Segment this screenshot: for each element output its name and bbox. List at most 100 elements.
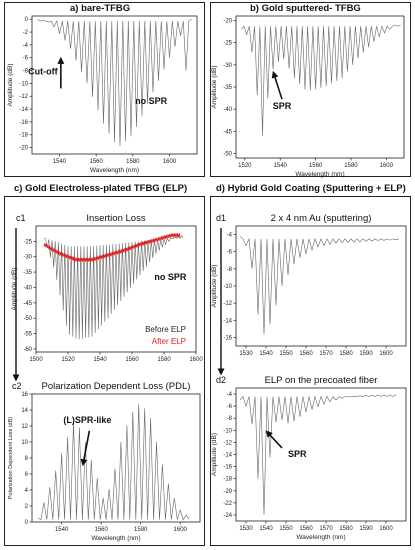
chart-d1: 1530 1540 1550 1560 1570 1580 1590 1600 -4 -6 -8 -1… xyxy=(211,213,407,357)
chart-c1: 1500 1520 1540 1560 1580 1600 -25 -30 -35 -40 -45 -… xyxy=(11,213,203,363)
series-c1-before-elp xyxy=(43,235,184,340)
panel-c-title: c) Gold Electroless-plated TFBG (ELP) xyxy=(14,183,188,194)
y-tick-label-d1-6: -16 xyxy=(223,335,232,341)
x-tick-label-d2-7: 1600 xyxy=(379,526,393,532)
y-tick-label-d2-3: -10 xyxy=(223,428,232,434)
chart-title-c1: Insertion Loss xyxy=(86,213,145,224)
chart-c2: 1540 1560 1580 1600 0 2 4 6 8 10 12 14 16 Wavelength … xyxy=(8,381,201,542)
annotation-arrow-b-0 xyxy=(271,70,283,100)
x-tick-label-d1-7: 1600 xyxy=(379,351,393,357)
y-axis-label-b: Amplitude (dB) xyxy=(211,66,218,109)
y-tick-label-c1-1: -30 xyxy=(23,255,32,261)
x-tick-label-b-2: 1560 xyxy=(309,163,323,169)
x-tick-label-d1-4: 1570 xyxy=(319,351,333,357)
chart-d2: 1530 1540 1550 1560 1570 1580 1590 1600 -4 -6 -8 -1… xyxy=(211,375,407,541)
y-tick-label-b-4: -40 xyxy=(223,107,232,113)
x-tick-label-b-1: 1540 xyxy=(274,163,288,169)
annotation-arrow-c2-0 xyxy=(80,430,91,467)
x-tick-label-d1-5: 1580 xyxy=(339,351,353,357)
y-tick-label-a-4: -8 xyxy=(23,69,29,75)
y-tick-label-a-7: -14 xyxy=(19,107,28,113)
x-axis-label-d2: Wavelength (nm) xyxy=(296,534,345,541)
y-tick-label-a-8: -16 xyxy=(19,120,28,126)
x-tick-label-c2-2: 1580 xyxy=(134,527,148,533)
annotation-arrow-d2-0 xyxy=(265,430,283,449)
series-d1-0 xyxy=(239,236,400,335)
x-tick-label-c1-3: 1560 xyxy=(125,357,139,363)
x-axis-label-b: Wavelength (nm) xyxy=(295,171,344,178)
y-tick-label-a-3: -6 xyxy=(23,56,29,62)
y-tick-label-d2-2: -8 xyxy=(227,416,233,422)
y-tick-label-b-3: -35 xyxy=(223,85,232,91)
x-tick-label-c1-5: 1600 xyxy=(189,357,203,363)
x-tick-label-c2-0: 1540 xyxy=(55,527,69,533)
y-tick-label-a-9: -18 xyxy=(19,133,28,139)
sublabel-c2: c2 xyxy=(12,381,22,391)
x-tick-label-c1-0: 1500 xyxy=(29,357,43,363)
y-tick-label-d2-6: -16 xyxy=(223,465,232,471)
y-tick-label-d1-3: -10 xyxy=(223,284,232,290)
x-tick-label-d2-2: 1550 xyxy=(279,526,293,532)
series-a-0 xyxy=(37,18,192,147)
y-tick-label-d2-5: -14 xyxy=(223,453,232,459)
x-tick-label-b-0: 1520 xyxy=(238,163,252,169)
y-tick-label-c1-4: -45 xyxy=(23,301,32,307)
y-tick-label-c2-8: 16 xyxy=(21,392,28,398)
x-tick-label-a-3: 1600 xyxy=(163,159,177,165)
y-tick-label-a-1: -2 xyxy=(23,30,29,36)
y-tick-label-a-2: -4 xyxy=(23,43,29,49)
series-b-0 xyxy=(241,24,401,136)
y-tick-label-d1-4: -12 xyxy=(223,301,232,307)
chart-a: 1540 1560 1580 1600 0 -2 -4 -6 -8 -10 -12 -14 -16 -18… xyxy=(7,15,198,174)
panel-a-title: a) bare-TFBG xyxy=(70,3,131,14)
y-tick-label-c2-1: 2 xyxy=(25,504,29,510)
y-tick-label-a-5: -10 xyxy=(19,81,28,87)
sublabel-c1: c1 xyxy=(16,213,26,223)
x-tick-label-b-4: 1600 xyxy=(380,163,394,169)
x-tick-label-c1-4: 1580 xyxy=(157,357,171,363)
y-axis-label-c2: Polarization Dependent Loss (dB) xyxy=(8,417,14,499)
x-tick-label-d1-0: 1530 xyxy=(239,351,253,357)
y-tick-label-c2-2: 4 xyxy=(25,488,29,494)
plot-area-a xyxy=(31,15,198,155)
plot-area-c1 xyxy=(35,225,197,353)
x-tick-label-d2-0: 1530 xyxy=(239,526,253,532)
y-tick-label-c1-0: -25 xyxy=(23,239,32,245)
y-tick-label-a-6: -12 xyxy=(19,94,28,100)
annotation-c1-0: no SPR xyxy=(154,272,187,282)
annotation-c2-0: (L)SPR-like xyxy=(63,415,111,425)
chart-title-d2: ELP on the precoated fiber xyxy=(265,375,378,386)
x-tick-label-d2-4: 1570 xyxy=(319,526,333,532)
annotation-d2-0: SPR xyxy=(288,449,307,459)
y-tick-label-d2-10: -24 xyxy=(223,513,232,519)
y-tick-label-b-6: -50 xyxy=(223,152,232,158)
x-tick-label-c1-1: 1520 xyxy=(61,357,75,363)
x-tick-label-d1-6: 1590 xyxy=(359,351,373,357)
sublabel-d2: d2 xyxy=(216,375,226,385)
y-tick-label-a-0: 0 xyxy=(25,17,29,23)
y-tick-label-b-1: -25 xyxy=(223,41,232,47)
y-tick-label-d1-1: -6 xyxy=(227,250,233,256)
legend-entry-c1-0: Before ELP xyxy=(145,325,186,334)
y-tick-label-c1-2: -35 xyxy=(23,270,32,276)
x-axis-label-a: Wavelength (nm) xyxy=(90,167,139,174)
y-tick-label-b-0: -20 xyxy=(223,18,232,24)
annotation-b-0: SPR xyxy=(273,101,292,111)
x-tick-label-a-2: 1580 xyxy=(126,159,140,165)
y-tick-label-d2-7: -18 xyxy=(223,477,232,483)
y-tick-label-d2-8: -20 xyxy=(223,489,232,495)
y-tick-label-d2-0: -4 xyxy=(227,392,233,398)
series-d2-0 xyxy=(239,394,397,516)
x-tick-label-d1-1: 1540 xyxy=(259,351,273,357)
x-tick-label-d2-6: 1590 xyxy=(359,526,373,532)
x-tick-label-c2-3: 1600 xyxy=(174,527,188,533)
y-tick-label-c1-5: -50 xyxy=(23,316,32,322)
y-tick-label-c2-5: 10 xyxy=(21,440,28,446)
y-tick-label-d2-4: -12 xyxy=(223,440,232,446)
y-tick-label-b-2: -30 xyxy=(223,63,232,69)
x-axis-label-c2: Wavelength (nm) xyxy=(91,535,140,542)
x-tick-label-d2-3: 1560 xyxy=(299,526,313,532)
x-tick-label-d2-1: 1540 xyxy=(259,526,273,532)
x-tick-label-a-1: 1560 xyxy=(89,159,103,165)
